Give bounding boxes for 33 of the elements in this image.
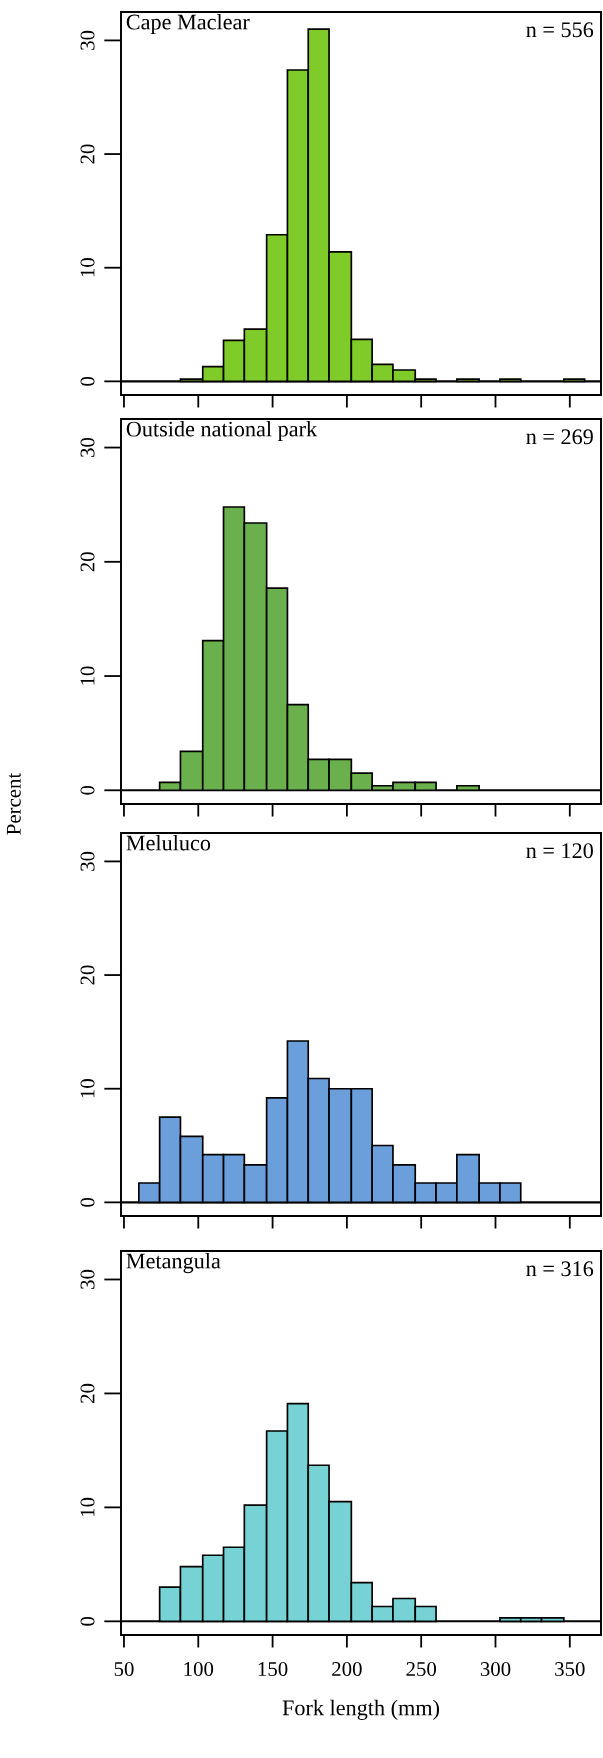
y-tick-label: 20 <box>80 144 95 164</box>
y-tick-label: 10 <box>80 1497 95 1516</box>
y-tick-label: 10 <box>80 666 95 685</box>
chart-title: Cape Maclear <box>126 13 250 35</box>
y-tick-label: 20 <box>80 965 95 985</box>
x-tick-label: 150 <box>258 1661 288 1677</box>
annotation: n = 269 <box>526 429 593 445</box>
x-tick-label: 100 <box>184 1661 214 1677</box>
y-tick-label: 0 <box>80 1197 95 1207</box>
x-tick-label: 200 <box>332 1661 362 1677</box>
y-tick-label: 20 <box>80 1383 95 1403</box>
y-tick-label: 30 <box>80 437 95 457</box>
annotation: n = 316 <box>526 1261 594 1277</box>
y-axis-title: Percent <box>6 772 21 835</box>
x-tick-label: 350 <box>555 1661 585 1677</box>
x-tick-label: 50 <box>114 1661 134 1677</box>
x-tick-label: 300 <box>480 1661 511 1677</box>
y-tick-label: 30 <box>80 1269 95 1289</box>
y-tick-label: 10 <box>80 258 95 277</box>
y-tick-label: 0 <box>80 376 95 386</box>
y-tick-label: 10 <box>80 1079 95 1098</box>
x-tick-label: 250 <box>406 1661 437 1677</box>
y-tick-label: 20 <box>80 552 95 572</box>
annotation: n = 120 <box>526 843 593 859</box>
chart-title: Meluluco <box>126 834 211 851</box>
chart-title: Metangula <box>126 1252 221 1274</box>
y-tick-label: 30 <box>80 851 95 871</box>
chart-title: Outside national park <box>126 420 318 442</box>
y-tick-label: 0 <box>80 785 95 795</box>
annotation: n = 556 <box>526 22 594 38</box>
y-tick-label: 30 <box>80 30 95 50</box>
x-axis-title: Fork length (mm) <box>282 1699 440 1720</box>
y-tick-label: 0 <box>80 1616 95 1626</box>
